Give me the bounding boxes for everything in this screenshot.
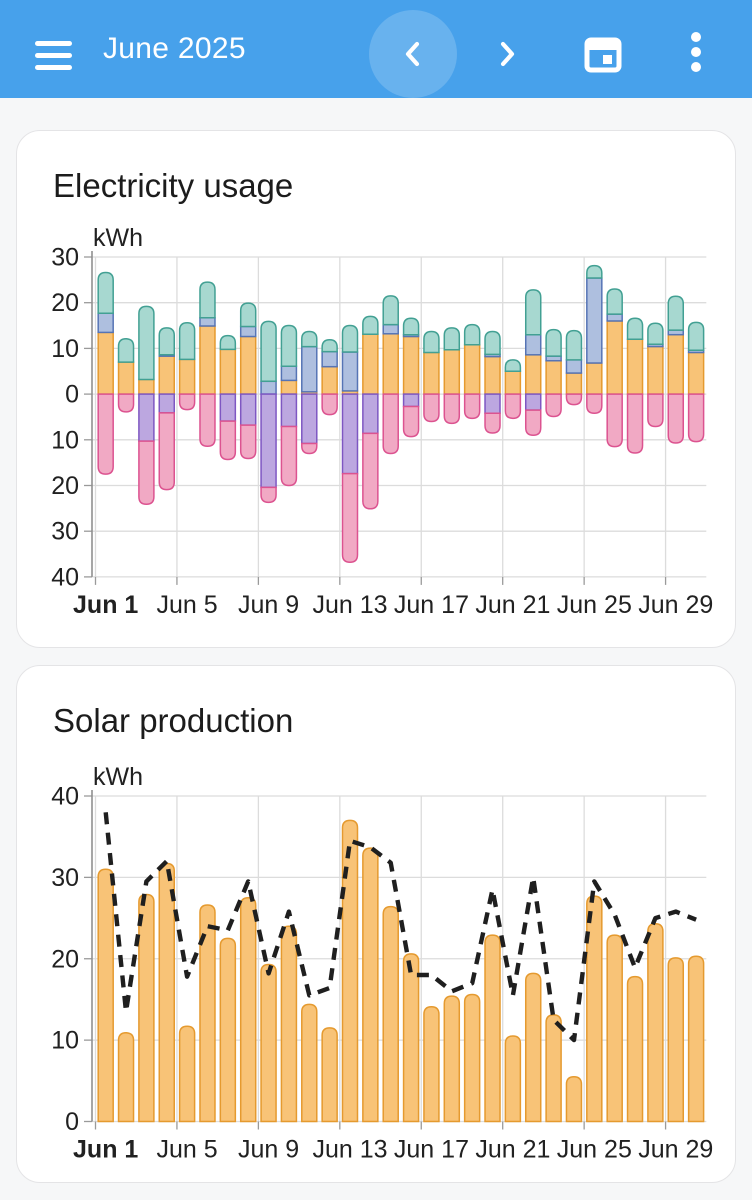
calendar-icon xyxy=(584,37,622,73)
svg-text:Jun 9: Jun 9 xyxy=(238,591,299,619)
svg-text:Jun 5: Jun 5 xyxy=(157,591,218,619)
svg-text:20: 20 xyxy=(51,945,79,973)
svg-text:20: 20 xyxy=(51,472,79,500)
svg-text:Jun 17: Jun 17 xyxy=(394,1136,469,1164)
svg-text:40: 40 xyxy=(51,563,79,591)
card-title: Solar production xyxy=(53,702,294,739)
svg-text:Jun 1: Jun 1 xyxy=(73,591,138,619)
electricity-usage-card: Electricity usage 30 20 10 0 10 20 30 40 kWh Jun … xyxy=(16,130,736,648)
previous-period-button[interactable] xyxy=(385,26,441,82)
svg-text:Jun 21: Jun 21 xyxy=(475,1136,550,1164)
svg-text:0: 0 xyxy=(65,1108,79,1136)
svg-text:30: 30 xyxy=(51,518,79,546)
svg-text:10: 10 xyxy=(51,335,79,363)
chevron-left-icon xyxy=(405,41,420,67)
svg-text:Jun 9: Jun 9 xyxy=(238,1136,299,1164)
svg-text:kWh: kWh xyxy=(93,763,143,791)
svg-text:40: 40 xyxy=(51,783,79,811)
svg-text:kWh: kWh xyxy=(93,224,143,252)
svg-text:Jun 13: Jun 13 xyxy=(312,591,387,619)
svg-text:Jun 29: Jun 29 xyxy=(638,591,713,619)
svg-text:30: 30 xyxy=(51,244,79,272)
page-title: June 2025 xyxy=(103,32,246,65)
svg-text:30: 30 xyxy=(51,864,79,892)
svg-text:10: 10 xyxy=(51,1027,79,1055)
hamburger-menu-button[interactable] xyxy=(27,28,79,80)
next-period-button[interactable] xyxy=(479,26,535,82)
svg-text:Jun 21: Jun 21 xyxy=(475,591,550,619)
svg-text:Jun 17: Jun 17 xyxy=(394,591,469,619)
svg-text:Jun 5: Jun 5 xyxy=(157,1136,218,1164)
svg-text:Jun 25: Jun 25 xyxy=(557,591,632,619)
svg-text:20: 20 xyxy=(51,289,79,317)
svg-text:Jun 13: Jun 13 xyxy=(312,1136,387,1164)
svg-text:0: 0 xyxy=(65,381,79,409)
kebab-menu-icon xyxy=(691,32,701,72)
chevron-right-icon xyxy=(500,41,515,67)
focus-ripple xyxy=(369,10,457,98)
more-options-button[interactable] xyxy=(668,26,724,82)
svg-text:Jun 1: Jun 1 xyxy=(73,1136,138,1164)
svg-text:Jun 29: Jun 29 xyxy=(638,1136,713,1164)
svg-text:Jun 25: Jun 25 xyxy=(557,1136,632,1164)
calendar-button[interactable] xyxy=(575,26,631,82)
app-header: June 2025 xyxy=(0,0,752,98)
card-title: Electricity usage xyxy=(53,167,294,204)
svg-text:10: 10 xyxy=(51,426,79,454)
